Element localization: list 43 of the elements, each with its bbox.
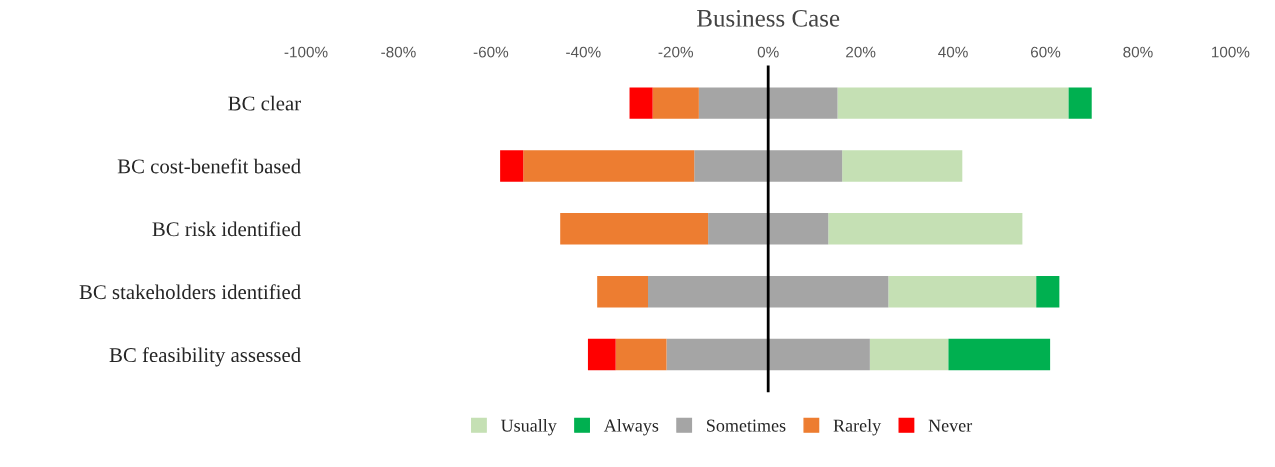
x-tick-label: 20% <box>846 46 876 58</box>
bar <box>698 87 838 119</box>
y-tick-label: BC cost-benefit based <box>117 158 301 174</box>
bar <box>648 275 889 308</box>
legend-label: Rarely <box>833 418 882 436</box>
y-tick-label: BC feasibility assessed <box>109 347 301 367</box>
bar <box>869 338 949 371</box>
bar <box>652 87 699 119</box>
bar <box>1036 275 1060 308</box>
x-tick-label: -80% <box>381 46 416 58</box>
x-tick-label: -40% <box>566 46 601 58</box>
x-tick-label: 100% <box>1212 46 1250 58</box>
x-tick-label: -60% <box>473 46 509 58</box>
bar <box>842 150 963 182</box>
y-tick-label: BC clear <box>228 95 301 111</box>
bar <box>694 150 843 182</box>
bar <box>523 150 695 182</box>
bar <box>629 87 653 119</box>
bar <box>597 275 649 308</box>
bar <box>1068 87 1092 119</box>
x-tick-label: 40% <box>938 46 968 58</box>
x-tick-label: 80% <box>1123 46 1153 58</box>
y-tick-label: BC stakeholders identified <box>79 284 301 300</box>
x-tick-label: -20% <box>658 46 694 58</box>
x-tick-label: 60% <box>1030 46 1061 58</box>
x-tick-label: -100% <box>284 46 328 58</box>
legend-label: Sometimes <box>707 419 786 432</box>
bar <box>587 338 616 371</box>
bar <box>837 87 1069 119</box>
bar <box>948 338 1051 371</box>
bar <box>615 338 667 371</box>
chart-title: Business Case <box>697 9 840 27</box>
bar <box>666 338 870 371</box>
legend-label: Usually <box>500 418 557 436</box>
bar <box>828 213 1023 245</box>
x-tick-label: 0% <box>757 46 779 58</box>
legend-label: Always <box>603 418 659 436</box>
y-tick-label: BC risk identified <box>152 221 301 237</box>
legend-label: Never <box>928 419 973 432</box>
bar <box>500 150 524 182</box>
bar <box>560 213 709 245</box>
bar <box>708 213 829 245</box>
bar <box>888 275 1037 308</box>
